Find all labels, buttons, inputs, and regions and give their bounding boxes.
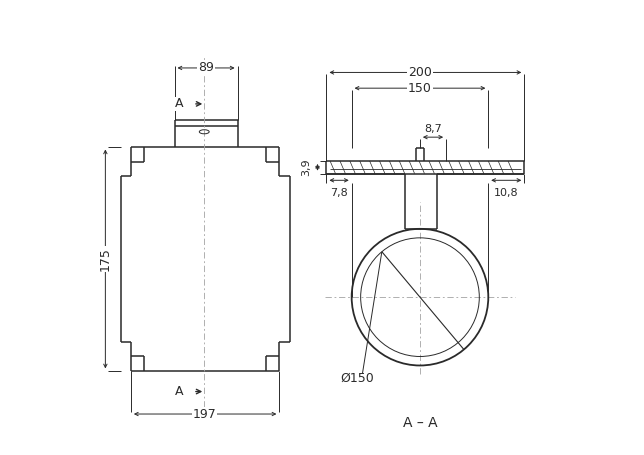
Text: A: A (175, 97, 184, 111)
Text: 197: 197 (193, 408, 216, 420)
Text: A – A: A – A (402, 416, 437, 430)
Text: A: A (175, 385, 184, 398)
Text: 3,9: 3,9 (301, 158, 311, 176)
Text: 10,8: 10,8 (494, 188, 518, 198)
Text: 7,8: 7,8 (330, 188, 348, 198)
Text: 200: 200 (408, 66, 432, 79)
Text: 150: 150 (408, 81, 432, 95)
Text: Ø150: Ø150 (340, 372, 374, 384)
Text: 8,7: 8,7 (424, 124, 442, 134)
Text: 89: 89 (198, 61, 214, 75)
Text: 175: 175 (99, 247, 112, 271)
